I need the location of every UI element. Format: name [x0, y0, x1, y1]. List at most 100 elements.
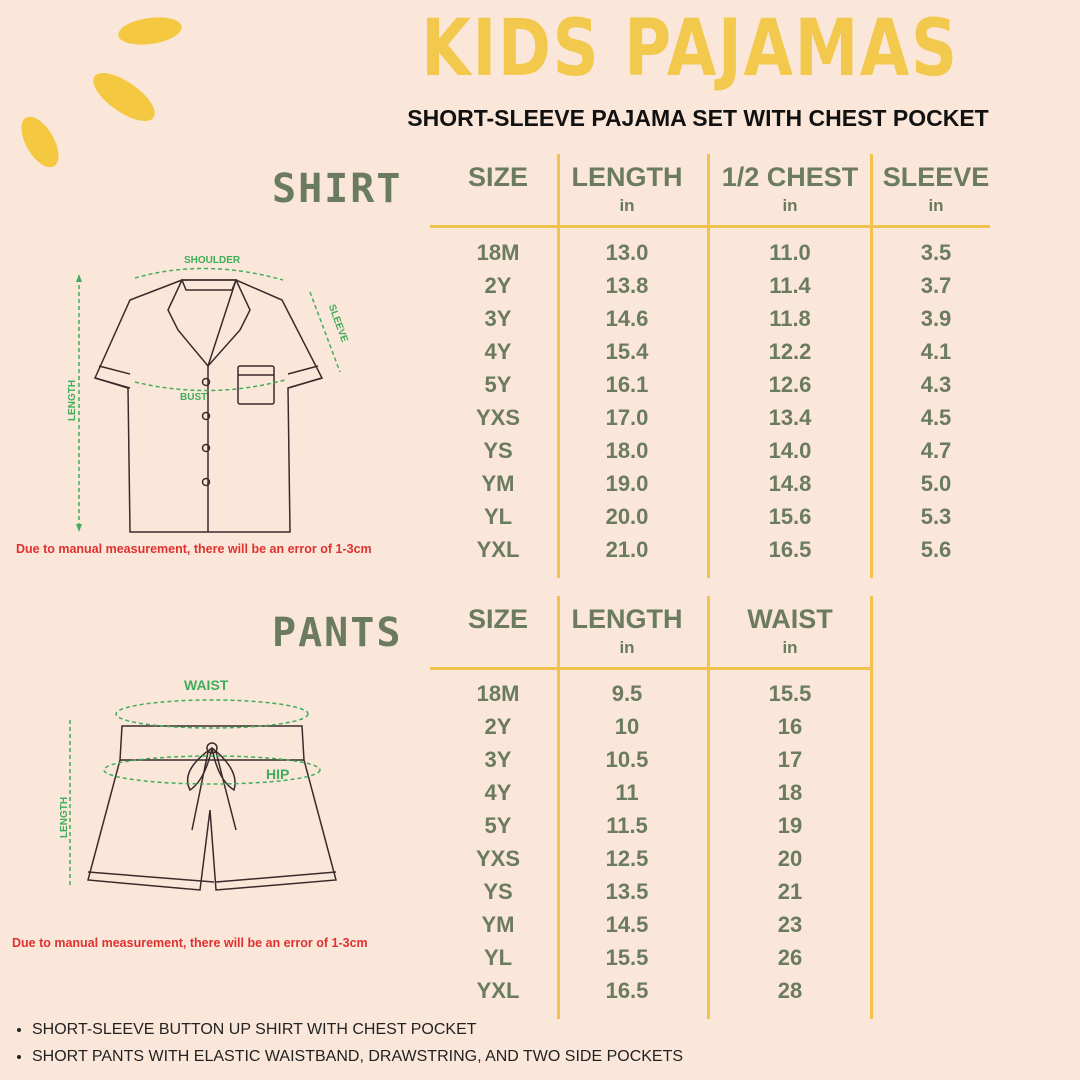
decor-blob	[85, 64, 163, 130]
value-cell: 9.5	[611, 681, 643, 706]
shirt-outline-icon	[93, 279, 324, 533]
value-cell: 4.5	[920, 405, 952, 430]
value-cell: 18	[777, 780, 803, 805]
column-header: SLEEVE	[882, 162, 990, 192]
feature-list: SHORT-SLEEVE BUTTON UP SHIRT WITH CHEST …	[14, 1016, 683, 1070]
size-cell: YS	[483, 879, 513, 904]
value-cell: 3.7	[920, 273, 952, 298]
shorts-outline-icon	[87, 725, 337, 891]
size-cell: YS	[483, 438, 513, 463]
column-header: 1/2 CHEST	[721, 162, 859, 192]
value-cell: 11.0	[769, 240, 811, 265]
value-cell: 13.4	[768, 405, 812, 430]
feature-item: SHORT-SLEEVE BUTTON UP SHIRT WITH CHEST …	[32, 1016, 683, 1043]
column-unit: in	[619, 196, 635, 215]
value-cell: 14.5	[605, 912, 649, 937]
column-unit: in	[782, 196, 798, 215]
size-cell: YXL	[476, 978, 520, 1003]
pants-diagram	[69, 699, 337, 891]
value-cell: 12.2	[768, 339, 812, 364]
value-cell: 19.0	[605, 471, 649, 496]
size-cell: 18M	[476, 240, 520, 265]
value-cell: 16.5	[605, 978, 649, 1003]
shirt-measurement-note: Due to manual measurement, there will be…	[16, 542, 372, 556]
value-cell: 15.6	[768, 504, 812, 529]
length-label: LENGTH	[67, 379, 79, 422]
value-cell: 10	[614, 714, 640, 739]
value-cell: 16.5	[768, 537, 812, 562]
value-cell: 13.0	[605, 240, 649, 265]
value-cell: 11.8	[769, 306, 811, 331]
value-cell: 21.0	[605, 537, 649, 562]
pants-length-label: LENGTH	[59, 796, 71, 839]
value-cell: 5.0	[920, 471, 952, 496]
value-cell: 11.5	[606, 813, 648, 838]
column-divider	[557, 154, 560, 578]
value-cell: 4.3	[920, 372, 952, 397]
value-cell: 13.5	[605, 879, 649, 904]
size-cell: YM	[481, 912, 515, 937]
value-cell: 16.1	[605, 372, 649, 397]
column-divider	[707, 154, 710, 578]
value-cell: 18.0	[605, 438, 649, 463]
size-cell: 4Y	[484, 780, 512, 805]
value-cell: 16	[777, 714, 803, 739]
column-header: SIZE	[467, 604, 528, 634]
value-cell: 5.3	[920, 504, 952, 529]
value-cell: 15.5	[605, 945, 649, 970]
size-cell: 4Y	[484, 339, 512, 364]
size-cell: YL	[483, 504, 513, 529]
pants-measurement-note: Due to manual measurement, there will be…	[12, 936, 368, 950]
value-cell: 21	[777, 879, 803, 904]
waist-label: WAIST	[184, 677, 229, 693]
value-cell: 15.4	[605, 339, 649, 364]
value-cell: 13.8	[605, 273, 649, 298]
bust-label: BUST	[180, 392, 208, 403]
size-cell: YM	[481, 471, 515, 496]
size-cell: YL	[483, 945, 513, 970]
value-cell: 14.0	[768, 438, 812, 463]
value-cell: 10.5	[605, 747, 649, 772]
size-cell: YXS	[475, 846, 521, 871]
column-header: LENGTH	[571, 162, 683, 192]
size-cell: 2Y	[484, 273, 512, 298]
column-unit: in	[782, 638, 798, 657]
size-cell: 5Y	[484, 372, 512, 397]
value-cell: 23	[777, 912, 803, 937]
value-cell: 5.6	[920, 537, 952, 562]
shirt-diagram	[76, 267, 341, 533]
value-cell: 4.7	[920, 438, 952, 463]
size-cell: 3Y	[484, 747, 512, 772]
size-cell: 5Y	[484, 813, 512, 838]
pants-section-label: PANTS	[272, 610, 403, 656]
column-header: LENGTH	[571, 604, 683, 634]
hip-label: HIP	[266, 766, 290, 782]
column-divider	[870, 596, 873, 1019]
value-cell: 20	[777, 846, 803, 871]
shirt-section-label: SHIRT	[272, 166, 403, 212]
column-divider	[557, 596, 560, 1019]
value-cell: 26	[777, 945, 803, 970]
shoulder-label: SHOULDER	[184, 255, 241, 266]
value-cell: 3.9	[920, 306, 952, 331]
page-title: KIDS PAJAMAS	[421, 4, 959, 94]
value-cell: 11.4	[769, 273, 811, 298]
size-cell: YXS	[475, 405, 521, 430]
column-unit: in	[928, 196, 944, 215]
value-cell: 15.5	[768, 681, 812, 706]
feature-item: SHORT PANTS WITH ELASTIC WAISTBAND, DRAW…	[32, 1043, 683, 1070]
size-cell: YXL	[476, 537, 520, 562]
value-cell: 17.0	[605, 405, 649, 430]
value-cell: 12.5	[605, 846, 649, 871]
column-header: SIZE	[467, 162, 528, 192]
value-cell: 12.6	[768, 372, 812, 397]
value-cell: 14.8	[768, 471, 812, 496]
value-cell: 19	[777, 813, 803, 838]
header-divider	[430, 667, 870, 670]
value-cell: 17	[777, 747, 803, 772]
value-cell: 11	[615, 780, 639, 805]
size-cell: 3Y	[484, 306, 512, 331]
column-divider	[870, 154, 873, 578]
page-subtitle: SHORT-SLEEVE PAJAMA SET WITH CHEST POCKE…	[407, 105, 989, 131]
value-cell: 28	[777, 978, 803, 1003]
